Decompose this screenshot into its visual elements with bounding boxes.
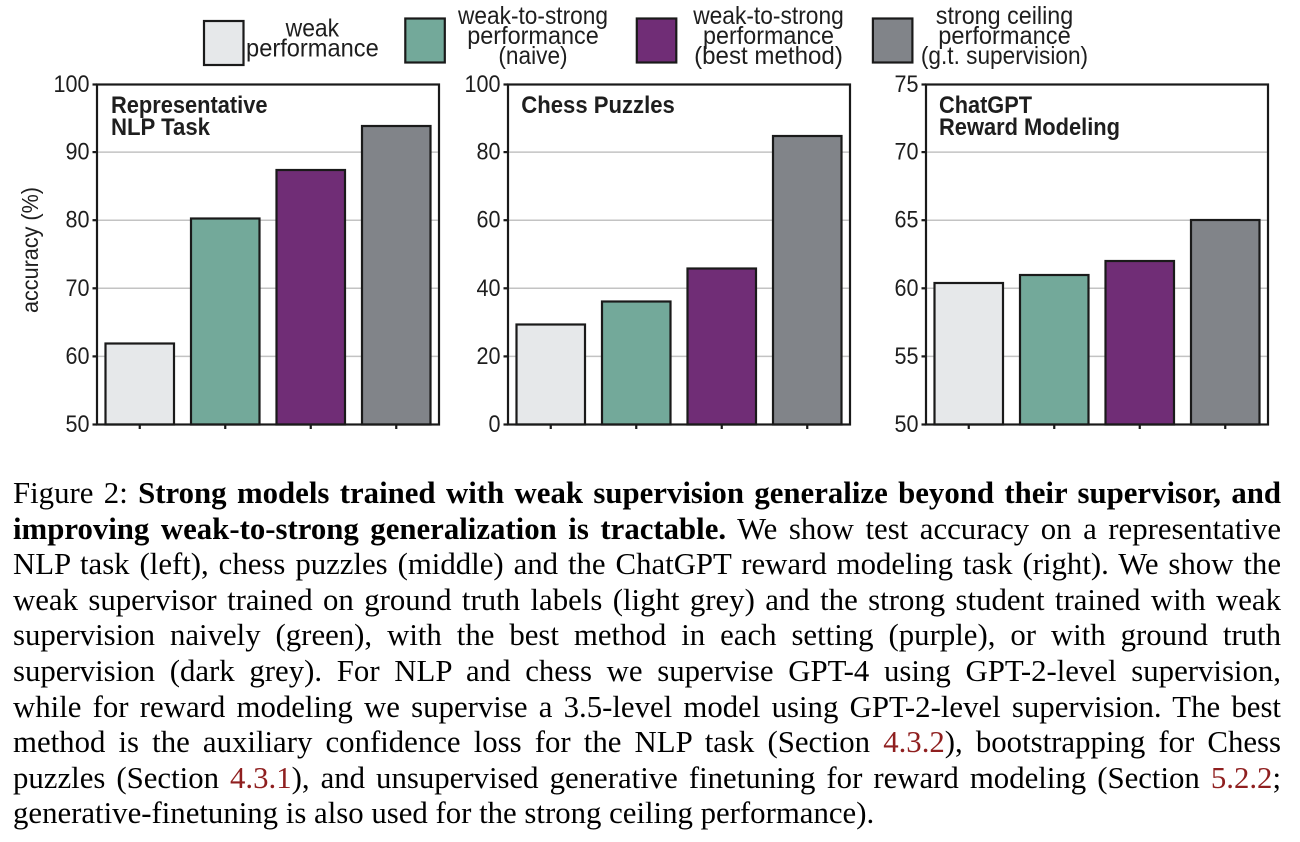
svg-text:70: 70	[895, 139, 919, 166]
svg-text:(g.t. supervision): (g.t. supervision)	[921, 42, 1088, 70]
svg-text:40: 40	[477, 275, 501, 302]
svg-text:70: 70	[66, 275, 90, 302]
svg-text:60: 60	[895, 275, 919, 302]
svg-text:80: 80	[66, 207, 90, 234]
svg-text:55: 55	[895, 343, 919, 370]
svg-text:performance: performance	[703, 22, 834, 50]
svg-text:NLP Task: NLP Task	[111, 114, 211, 141]
svg-text:accuracy (%): accuracy (%)	[17, 187, 43, 313]
svg-text:(best method): (best method)	[694, 42, 843, 70]
svg-text:50: 50	[895, 411, 919, 438]
svg-text:strong ceiling: strong ceiling	[936, 2, 1073, 30]
svg-text:ChatGPT: ChatGPT	[939, 92, 1032, 119]
svg-text:65: 65	[895, 207, 919, 234]
svg-text:(naive): (naive)	[498, 42, 567, 70]
svg-text:90: 90	[66, 139, 90, 166]
svg-text:performance: performance	[938, 22, 1070, 50]
svg-text:50: 50	[66, 411, 90, 438]
svg-text:75: 75	[895, 71, 919, 98]
svg-text:Reward Modeling: Reward Modeling	[939, 114, 1120, 141]
svg-text:100: 100	[54, 71, 90, 98]
svg-text:performance: performance	[467, 22, 599, 50]
svg-text:60: 60	[66, 343, 90, 370]
svg-text:performance: performance	[246, 34, 379, 62]
svg-text:80: 80	[477, 139, 501, 166]
svg-text:weak-to-strong: weak-to-strong	[692, 2, 844, 30]
svg-text:weak-to-strong: weak-to-strong	[457, 2, 608, 30]
svg-text:100: 100	[465, 71, 501, 98]
svg-text:Representative: Representative	[111, 92, 268, 119]
svg-text:20: 20	[477, 343, 501, 370]
svg-text:weak: weak	[285, 14, 340, 42]
svg-text:0: 0	[489, 411, 501, 438]
svg-text:60: 60	[477, 207, 501, 234]
svg-text:Chess Puzzles: Chess Puzzles	[521, 92, 675, 119]
